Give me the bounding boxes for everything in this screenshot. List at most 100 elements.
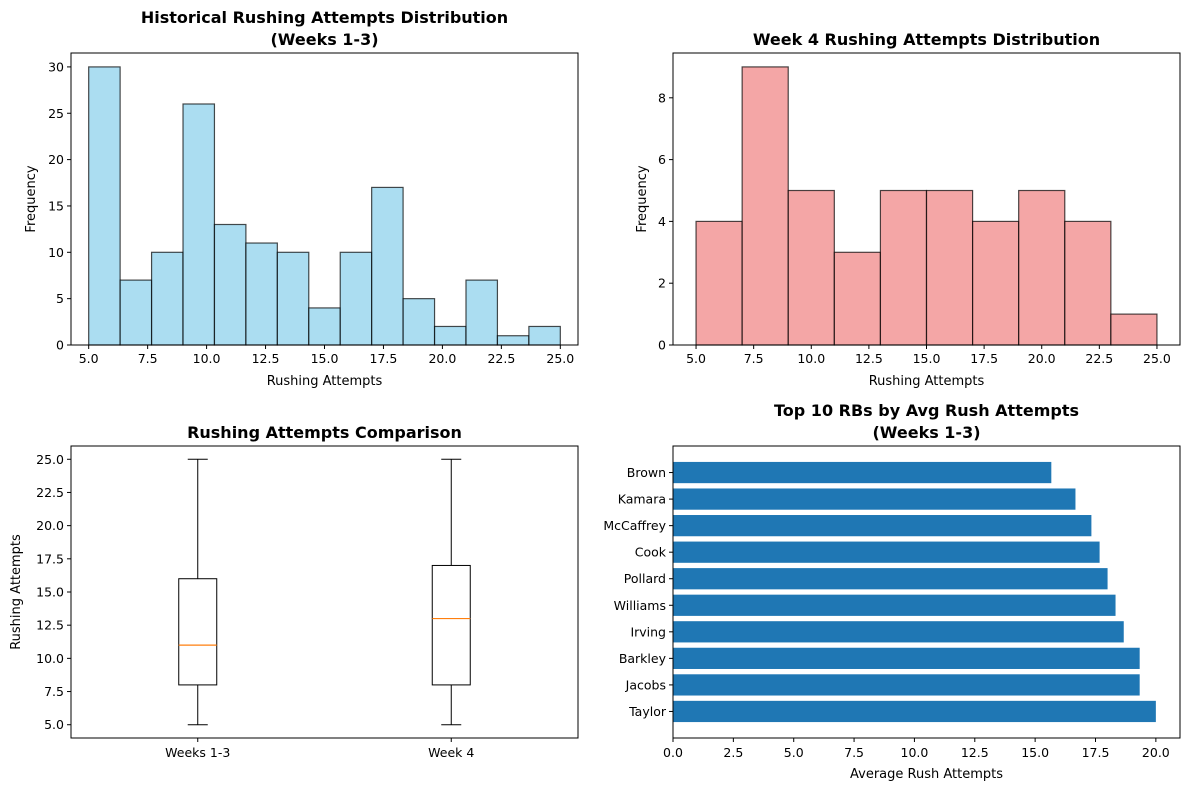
x-tick-label: 5.0 (784, 745, 804, 760)
x-tick-label: 25.0 (1143, 351, 1171, 366)
rb-bar (673, 647, 1140, 669)
x-tick-label: 20.0 (1028, 351, 1056, 366)
histogram-bar (119, 279, 153, 346)
x-tick-label: 5.0 (686, 351, 706, 366)
x-tick-label: 20.0 (1142, 745, 1170, 760)
histogram-bar (88, 66, 121, 346)
x-tick-label: 5.0 (79, 351, 99, 366)
y-axis-label: Rushing Attempts (9, 534, 24, 650)
histogram-bar (528, 325, 561, 346)
y-tick-label: 4 (658, 214, 666, 229)
rb-name-label: Irving (630, 624, 666, 639)
x-tick-label: 22.5 (487, 351, 515, 366)
x-axis-label: Rushing Attempts (267, 374, 383, 389)
x-tick-label: 10.0 (901, 745, 929, 760)
chart-title: Historical Rushing Attempts Distribution (141, 8, 508, 27)
chart-title: Top 10 RBs by Avg Rush Attempts (774, 401, 1079, 420)
x-tick-label: 10.0 (797, 351, 825, 366)
y-tick-label: 20 (48, 152, 64, 167)
x-axis-label: Rushing Attempts (869, 374, 985, 389)
rb-bar (673, 700, 1156, 723)
rb-bar (673, 621, 1124, 643)
rb-name-label: Brown (627, 465, 666, 480)
histogram-bar (787, 189, 835, 346)
y-tick-label: 7.5 (44, 684, 64, 699)
rb-name-label: Cook (635, 545, 667, 560)
rb-name-label: Kamara (618, 492, 666, 507)
iqr-box (178, 578, 218, 686)
histogram-bar (1064, 220, 1112, 346)
histogram-bar (276, 251, 310, 346)
x-tick-label: 12.5 (855, 351, 883, 366)
histogram-bar (182, 103, 216, 346)
rb-name-label: Jacobs (625, 677, 666, 692)
histogram-bar (308, 307, 341, 346)
y-tick-label: 17.5 (36, 551, 64, 566)
x-tick-label: 15.0 (913, 351, 941, 366)
chart-title: Week 4 Rushing Attempts Distribution (753, 30, 1100, 49)
y-tick-label: 6 (658, 152, 666, 167)
rb-name-label: Pollard (624, 571, 666, 586)
histogram-bar (371, 186, 404, 346)
x-tick-label: 12.5 (961, 745, 989, 760)
histogram-bar (245, 242, 278, 346)
hist-week-4-panel: 5.0 7.5 10.0 12.5 15.0 17.5 20.0 22.5 25.0 0 2 4 6 8 R… (635, 30, 1181, 389)
y-tick-label: 25 (48, 106, 64, 121)
histogram-bar (879, 189, 928, 346)
y-tick-label: 20.0 (36, 518, 64, 533)
y-tick-label: 2 (658, 276, 666, 291)
rb-name-label: Taylor (628, 704, 667, 719)
y-tick-label: 8 (658, 90, 666, 105)
x-tick-label: 25.0 (546, 351, 574, 366)
x-tick-label: 17.5 (370, 351, 398, 366)
y-tick-label: 5 (56, 291, 64, 306)
histogram-bar (741, 66, 789, 346)
x-tick-label: Week 4 (428, 745, 474, 760)
y-tick-label: 0 (56, 338, 64, 353)
rb-name-label: McCaffrey (603, 518, 666, 533)
x-tick-label: 12.5 (252, 351, 280, 366)
y-tick-label: 0 (658, 338, 666, 353)
histogram-bar (465, 279, 499, 346)
x-tick-label: 2.5 (723, 745, 743, 760)
x-tick-label: 15.0 (1021, 745, 1049, 760)
histogram-bar (1110, 313, 1158, 346)
histogram-bar (402, 298, 436, 346)
y-axis-label: Frequency (635, 165, 650, 232)
plot-frame (70, 445, 579, 739)
x-tick-label: 20.0 (428, 351, 456, 366)
rb-bar (673, 674, 1140, 696)
histogram-bar (925, 189, 974, 346)
chart-title: Rushing Attempts Comparison (187, 423, 462, 442)
iqr-box (431, 564, 471, 686)
x-tick-label: 17.5 (1082, 745, 1110, 760)
x-tick-label: Weeks 1-3 (165, 745, 230, 760)
histogram-bar (433, 325, 467, 346)
y-tick-label: 25.0 (36, 452, 64, 467)
x-tick-label: 7.5 (844, 745, 864, 760)
y-tick-label: 15.0 (36, 585, 64, 600)
y-tick-label: 22.5 (36, 485, 64, 500)
chart-title: (Weeks 1-3) (872, 423, 980, 442)
histogram-bar (971, 220, 1020, 346)
histogram-bar (150, 251, 184, 346)
rb-bar (673, 515, 1092, 537)
x-tick-label: 10.0 (193, 351, 221, 366)
x-tick-label: 17.5 (970, 351, 998, 366)
rb-name-label: Barkley (619, 651, 667, 666)
histogram-bar (695, 220, 743, 346)
boxplot-comparison-panel: Weeks 1-3 Week 4 5.0 7.5 10.0 12.5 15.0 17.5 20.… (9, 423, 579, 760)
x-tick-label: 15.0 (311, 351, 339, 366)
x-tick-label: 22.5 (1085, 351, 1113, 366)
histogram-bar (213, 223, 247, 346)
chart-title: (Weeks 1-3) (270, 30, 378, 49)
plot-frame (672, 445, 1181, 739)
y-tick-label: 15 (48, 198, 64, 213)
histogram-bar (496, 335, 530, 346)
x-tick-label: 7.5 (744, 351, 764, 366)
rb-bar (673, 541, 1100, 563)
rb-name-label: Williams (614, 598, 666, 613)
rb-bar (673, 488, 1076, 510)
y-tick-label: 10 (48, 245, 64, 260)
